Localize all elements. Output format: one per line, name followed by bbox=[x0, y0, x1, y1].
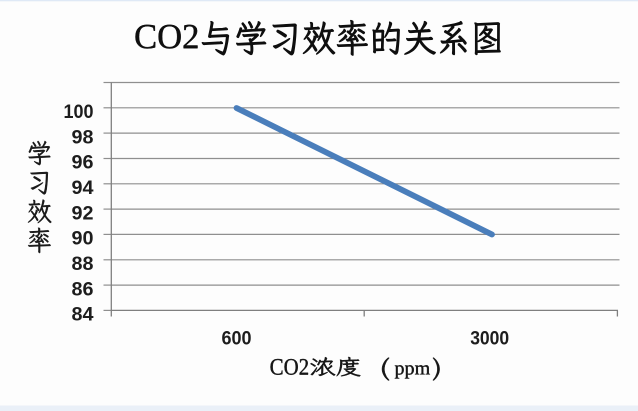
svg-text:3000: 3000 bbox=[470, 328, 509, 350]
svg-text:86: 86 bbox=[72, 278, 94, 300]
svg-text:98: 98 bbox=[72, 126, 94, 148]
svg-text:90: 90 bbox=[72, 228, 94, 250]
svg-text:84: 84 bbox=[72, 304, 94, 326]
svg-text:600: 600 bbox=[222, 328, 252, 350]
svg-text:88: 88 bbox=[72, 253, 94, 275]
svg-text:96: 96 bbox=[72, 152, 94, 174]
svg-text:92: 92 bbox=[72, 202, 94, 224]
svg-text:100: 100 bbox=[64, 101, 94, 123]
svg-text:94: 94 bbox=[72, 177, 94, 199]
